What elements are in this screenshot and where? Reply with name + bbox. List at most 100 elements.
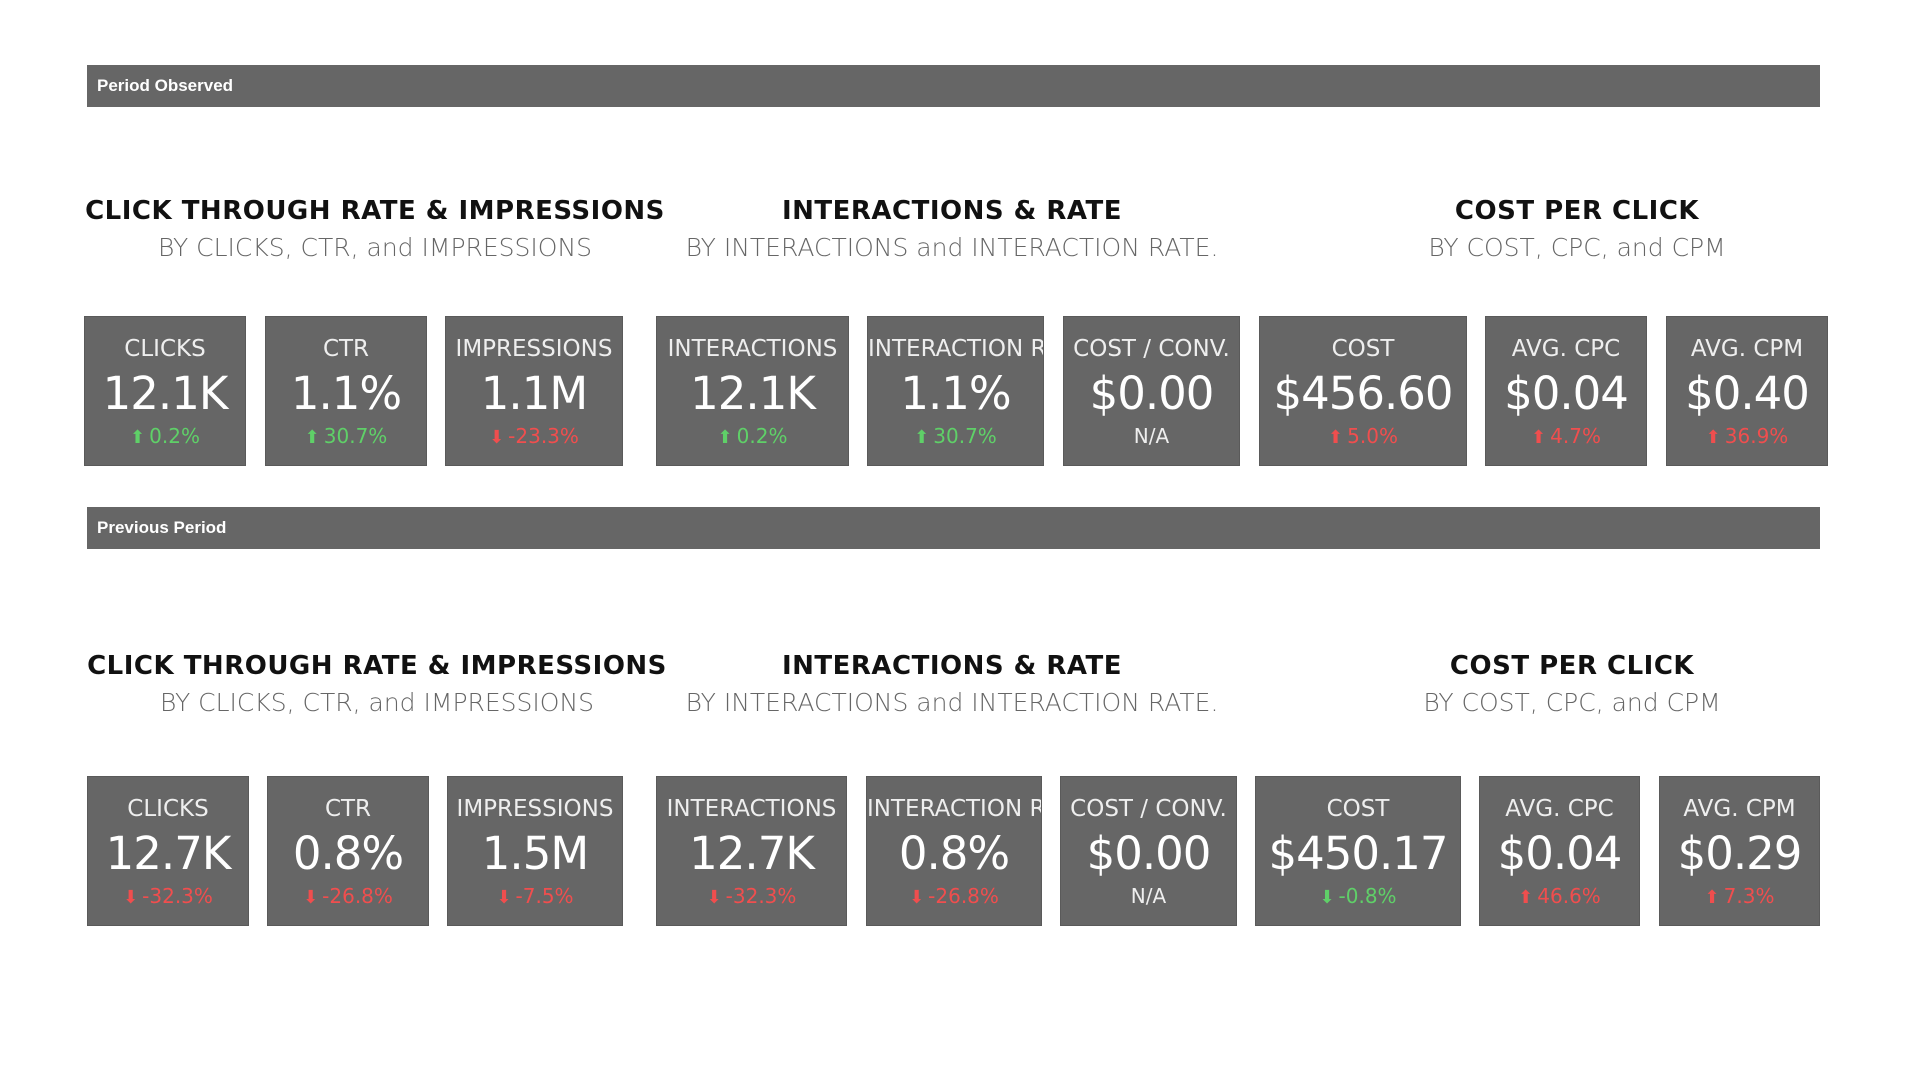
metric-delta-value: -0.8% — [1338, 884, 1397, 908]
metric-value: 12.7K — [105, 827, 232, 880]
metric-card-avg-cpc: AVG. CPC $0.04 ⬆ 4.7% — [1485, 316, 1647, 466]
metric-delta: ⬇ -7.5% — [448, 883, 622, 911]
metric-card-clicks: CLICKS 12.1K ⬆ 0.2% — [84, 316, 246, 466]
metric-delta-value: 0.2% — [736, 424, 788, 448]
metric-value: 12.1K — [102, 367, 229, 420]
metric-label: COST / CONV. — [1073, 336, 1230, 362]
arrow-up-icon: ⬆ — [1518, 887, 1534, 908]
arrow-down-icon: ⬇ — [909, 887, 925, 908]
metric-delta: ⬆ 46.6% — [1480, 883, 1639, 911]
arrow-up-icon: ⬆ — [304, 427, 320, 448]
metric-label: COST / CONV. — [1070, 796, 1227, 822]
prev-metric-card-clicks: CLICKS 12.7K ⬇ -32.3% — [87, 776, 249, 926]
prev-ctr-impressions-subtitle: BY CLICKS, CTR, and IMPRESSIONS — [159, 688, 595, 717]
ctr-impressions-subtitle: BY CLICKS, CTR, and IMPRESSIONS — [157, 233, 593, 262]
metric-value: 12.1K — [690, 367, 816, 420]
metric-delta: ⬇ -23.3% — [446, 423, 622, 451]
metric-delta: N/A — [1064, 423, 1239, 449]
metric-label: AVG. CPC — [1505, 796, 1614, 822]
metric-label: IMPRESSIONS — [456, 796, 614, 822]
metric-label: AVG. CPM — [1690, 336, 1804, 362]
metric-delta: ⬆ 36.9% — [1667, 423, 1827, 451]
arrow-up-icon: ⬆ — [1705, 427, 1721, 448]
prev-ctr-impressions-heading: CLICK THROUGH RATE & IMPRESSIONS BY CLIC… — [87, 649, 667, 723]
metric-label: CTR — [322, 336, 370, 362]
arrow-up-icon: ⬆ — [1531, 427, 1547, 448]
prev-interactions-subtitle: BY INTERACTIONS and INTERACTION RATE. — [685, 688, 1219, 717]
prev-metric-card-avg-cpm: AVG. CPM $0.29 ⬆ 7.3% — [1659, 776, 1820, 926]
prev-cost-per-click-heading: COST PER CLICK BY COST, CPC, and CPM — [1423, 649, 1720, 723]
metric-delta: ⬇ -32.3% — [657, 883, 846, 911]
metric-value: $0.29 — [1677, 827, 1803, 880]
metric-label: IMPRESSIONS — [455, 336, 613, 362]
arrow-up-icon: ⬆ — [1704, 887, 1720, 908]
prev-metric-card-avg-cpc: AVG. CPC $0.04 ⬆ 46.6% — [1479, 776, 1640, 926]
prev-cost-per-click-title: COST PER CLICK — [1449, 651, 1695, 681]
metric-label: CLICKS — [127, 796, 209, 822]
metric-delta: ⬆ 0.2% — [657, 423, 848, 451]
previous-period-label: Previous Period — [97, 518, 227, 537]
prev-ctr-impressions-title: CLICK THROUGH RATE & IMPRESSIONS — [87, 651, 667, 681]
period-observed-label: Period Observed — [97, 76, 234, 95]
metric-card-ctr: CTR 1.1% ⬆ 30.7% — [265, 316, 427, 466]
metric-delta: ⬆ 30.7% — [266, 423, 426, 451]
metric-delta: ⬆ 5.0% — [1260, 423, 1466, 451]
arrow-down-icon: ⬇ — [123, 887, 139, 908]
metric-value: $0.00 — [1089, 367, 1215, 420]
arrow-up-icon: ⬆ — [1328, 427, 1344, 448]
metric-delta-value: -26.8% — [928, 884, 999, 908]
arrow-down-icon: ⬇ — [489, 427, 505, 448]
metric-delta-value: 5.0% — [1347, 424, 1398, 448]
metric-delta-value: -32.3% — [142, 884, 213, 908]
metric-value: $0.04 — [1504, 367, 1629, 420]
metric-delta: ⬇ -26.8% — [268, 883, 428, 911]
metric-delta: ⬇ -32.3% — [88, 883, 248, 911]
metric-delta-value: 46.6% — [1537, 884, 1601, 908]
prev-metric-card-interactions: INTERACTIONS 12.7K ⬇ -32.3% — [656, 776, 847, 926]
metric-label: CLICKS — [124, 336, 206, 362]
metric-card-interactions: INTERACTIONS 12.1K ⬆ 0.2% — [656, 316, 849, 466]
metric-delta-value: -23.3% — [508, 424, 579, 448]
metric-delta: N/A — [1061, 883, 1236, 909]
cost-per-click-heading: COST PER CLICK BY COST, CPC, and CPM — [1428, 194, 1725, 268]
arrow-up-icon: ⬆ — [130, 427, 146, 448]
metric-label: COST — [1326, 796, 1390, 822]
arrow-down-icon: ⬇ — [1319, 887, 1335, 908]
metric-card-cost-per-conv: COST / CONV. $0.00 N/A — [1063, 316, 1240, 466]
metric-value: $0.00 — [1086, 827, 1212, 880]
metric-delta: ⬇ -26.8% — [867, 883, 1041, 911]
metric-value: $0.04 — [1497, 827, 1623, 880]
prev-cost-per-click-subtitle: BY COST, CPC, and CPM — [1423, 688, 1721, 717]
metric-delta: ⬆ 7.3% — [1660, 883, 1819, 911]
metric-value: 0.8% — [898, 827, 1010, 880]
arrow-up-icon: ⬆ — [914, 427, 930, 448]
metric-value: 1.5M — [481, 827, 589, 880]
period-observed-bar: Period Observed — [87, 65, 1820, 107]
metric-delta-value: -26.8% — [322, 884, 393, 908]
prev-metric-card-interaction-rate: INTERACTION R 0.8% ⬇ -26.8% — [866, 776, 1042, 926]
arrow-down-icon: ⬇ — [303, 887, 319, 908]
interactions-subtitle: BY INTERACTIONS and INTERACTION RATE. — [685, 233, 1219, 262]
metric-label: AVG. CPC — [1511, 336, 1621, 362]
metric-delta-value: N/A — [1130, 884, 1167, 908]
previous-period-bar: Previous Period — [87, 507, 1820, 549]
metric-delta-value: 30.7% — [323, 424, 388, 448]
metric-value: $456.60 — [1273, 367, 1453, 420]
metric-label: CTR — [324, 796, 372, 822]
interactions-heading: INTERACTIONS & RATE BY INTERACTIONS and … — [686, 194, 1219, 268]
metric-label: INTERACTION R — [867, 796, 1041, 822]
metric-delta-value: 36.9% — [1724, 424, 1789, 448]
metric-delta-value: N/A — [1133, 424, 1170, 448]
metric-card-impressions: IMPRESSIONS 1.1M ⬇ -23.3% — [445, 316, 623, 466]
metric-delta: ⬆ 30.7% — [868, 423, 1043, 451]
metric-delta: ⬆ 4.7% — [1486, 423, 1646, 451]
arrow-down-icon: ⬇ — [496, 887, 512, 908]
metric-delta-value: -7.5% — [515, 884, 574, 908]
metric-delta: ⬇ -0.8% — [1256, 883, 1460, 911]
metric-value: $450.17 — [1268, 827, 1448, 880]
metric-label: INTERACTIONS — [666, 796, 837, 822]
metric-label: AVG. CPM — [1683, 796, 1796, 822]
metric-delta-value: 30.7% — [933, 424, 997, 448]
metric-label: COST — [1331, 336, 1395, 362]
cost-per-click-subtitle: BY COST, CPC, and CPM — [1428, 233, 1726, 262]
